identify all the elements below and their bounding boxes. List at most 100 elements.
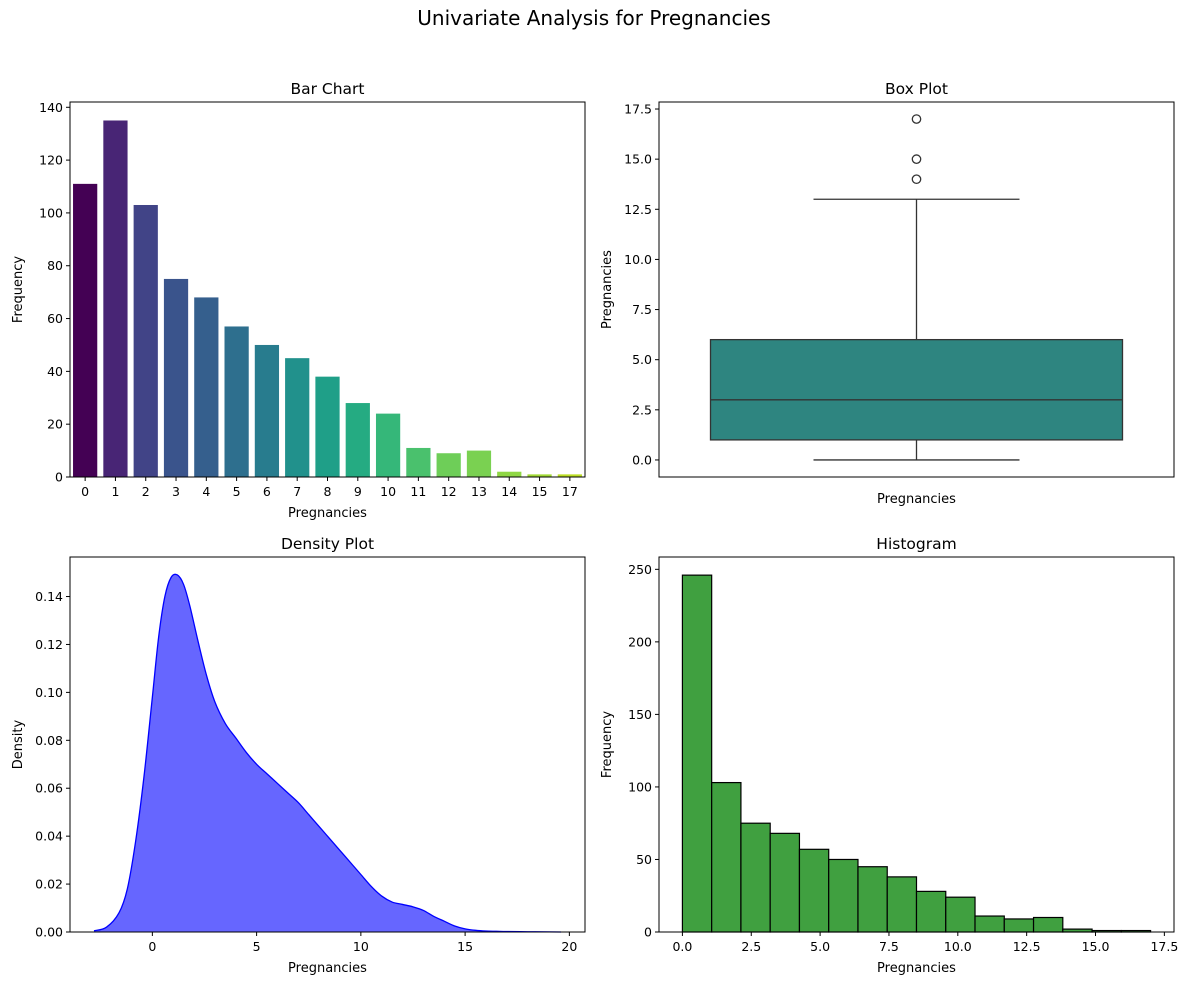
axes-title: Density Plot <box>281 535 374 553</box>
y-tick-label: 0.0 <box>632 452 652 467</box>
y-tick-label: 20 <box>47 417 63 432</box>
y-tick-label: 120 <box>39 153 63 168</box>
y-axis-label: Frequency <box>600 711 615 778</box>
histogram-bar <box>711 781 742 933</box>
y-tick-label: 200 <box>628 634 652 649</box>
y-tick-label: 0 <box>55 470 63 485</box>
axes-frame <box>658 101 1175 478</box>
x-tick-label: 4 <box>202 484 210 499</box>
axes-title: Box Plot <box>885 80 948 98</box>
histogram-bar <box>828 858 859 933</box>
box-plot-panel: 0.0 2.5 5.0 7.5 10.0 12.5 15.0 17.5 Box Plot Preg… <box>600 80 1175 507</box>
bar <box>527 474 552 477</box>
iqr-box <box>709 338 1124 441</box>
y-tick-label: 0.02 <box>35 877 63 892</box>
y-tick-label: 100 <box>628 779 652 794</box>
x-axis-label: Pregnancies <box>288 506 367 521</box>
x-tick-label: 6 <box>263 484 271 499</box>
y-tick-label: 10.0 <box>624 252 652 267</box>
x-tick-label: 5 <box>253 939 261 954</box>
y-tick-label: 7.5 <box>632 302 652 317</box>
histogram-bar <box>915 890 947 933</box>
y-tick-label: 0.00 <box>35 925 63 940</box>
axes-frame <box>69 101 586 478</box>
y-axis-label: Frequency <box>11 256 26 323</box>
outlier-point <box>911 174 922 185</box>
axes-frame <box>658 556 1175 933</box>
y-tick-label: 15.0 <box>624 152 652 167</box>
bar <box>194 297 219 477</box>
x-tick-label: 15 <box>532 484 548 499</box>
bar <box>254 344 280 477</box>
y-tick-label: 80 <box>47 258 63 273</box>
x-tick-label: 15.0 <box>1082 939 1110 954</box>
y-tick-label: 0.08 <box>35 733 63 748</box>
x-tick-label: 15 <box>457 939 473 954</box>
bar <box>436 453 461 477</box>
histogram-bar <box>740 822 771 933</box>
x-tick-label: 14 <box>501 484 517 499</box>
x-tick-label: 13 <box>471 484 487 499</box>
y-tick-label: 50 <box>636 852 652 867</box>
y-axis-label: Pregnancies <box>600 250 615 329</box>
x-tick-label: 7 <box>293 484 301 499</box>
histogram-panel: 0.0 2.5 5.0 7.5 10.0 12.5 15.0 17.5 0 50 100 150 200… <box>600 535 1178 976</box>
y-tick-label: 100 <box>39 205 63 220</box>
x-axis-label: Pregnancies <box>288 961 367 976</box>
y-tick-label: 0.06 <box>35 781 63 796</box>
bar <box>163 278 189 477</box>
y-tick-label: 0.10 <box>35 685 63 700</box>
x-tick-label: 17.5 <box>1150 939 1178 954</box>
bar <box>497 471 522 477</box>
x-tick-label: 5 <box>233 484 241 499</box>
x-axis-label: Pregnancies <box>877 961 956 976</box>
x-tick-label: 0 <box>81 484 89 499</box>
bar <box>224 326 249 477</box>
histogram-bar <box>1003 918 1035 933</box>
x-tick-label: 3 <box>172 484 180 499</box>
y-tick-label: 140 <box>39 100 63 115</box>
x-tick-label: 10.0 <box>944 939 972 954</box>
bar <box>557 474 582 477</box>
bar <box>103 120 128 478</box>
x-tick-label: 12.5 <box>1013 939 1041 954</box>
bar <box>315 376 340 477</box>
bar-chart-panel: 0 1 2 3 4 5 6 7 8 9 10 11 12 13 14 15 170204060801001201… <box>11 80 586 521</box>
y-tick-label: 5.0 <box>632 352 652 367</box>
density-area <box>93 574 562 932</box>
x-tick-label: 10 <box>353 939 369 954</box>
x-tick-label: 17 <box>562 484 578 499</box>
x-tick-label: 0.0 <box>672 939 692 954</box>
histogram-bar <box>769 832 801 933</box>
y-tick-label: 250 <box>628 562 652 577</box>
x-tick-label: 2 <box>142 484 150 499</box>
bar <box>375 413 401 477</box>
axes-frame <box>69 556 586 933</box>
histogram-bar <box>974 915 1005 933</box>
histogram-bar <box>1032 916 1064 933</box>
y-tick-label: 0.12 <box>35 637 63 652</box>
bar <box>73 183 98 477</box>
y-tick-label: 12.5 <box>624 202 652 217</box>
x-tick-label: 5.0 <box>810 939 830 954</box>
y-tick-label: 150 <box>628 707 652 722</box>
y-tick-label: 0.14 <box>35 589 63 604</box>
x-tick-label: 11 <box>410 484 426 499</box>
histogram-bar <box>798 848 830 933</box>
y-tick-label: 17.5 <box>624 102 652 117</box>
y-tick-label: 0 <box>644 925 652 940</box>
histogram-bar <box>886 876 918 933</box>
histogram-bar <box>945 896 976 933</box>
density-plot-panel: 0 5 10 15 20 0.00 0.02 0.04 0.06 0.08 0.10 0.12 0.14… <box>11 535 586 976</box>
axes-title: Histogram <box>876 535 956 553</box>
y-axis-label: Density <box>11 719 26 769</box>
y-tick-label: 40 <box>47 364 63 379</box>
y-tick-label: 0.04 <box>35 829 63 844</box>
bar <box>285 358 310 477</box>
bar <box>345 403 370 477</box>
x-tick-label: 10 <box>380 484 396 499</box>
y-tick-label: 60 <box>47 311 63 326</box>
x-tick-label: 1 <box>111 484 119 499</box>
x-tick-label: 7.5 <box>879 939 899 954</box>
